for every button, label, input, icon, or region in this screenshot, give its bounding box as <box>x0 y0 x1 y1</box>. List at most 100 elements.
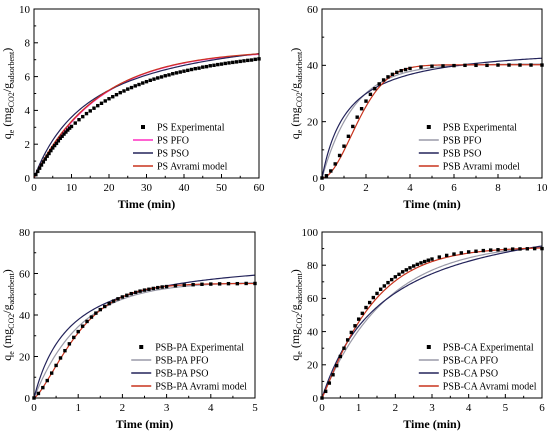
experimental-point <box>485 63 489 68</box>
experimental-point <box>118 90 122 95</box>
series-line-pso <box>34 274 255 398</box>
experimental-point <box>129 85 134 90</box>
experimental-point <box>338 354 343 359</box>
experimental-point <box>60 134 64 138</box>
experimental-point <box>404 268 409 272</box>
experimental-point <box>189 67 194 72</box>
experimental-point <box>324 174 329 178</box>
experimental-point <box>360 311 365 316</box>
legend-entry: PSB-CA PFO <box>443 356 498 367</box>
experimental-point <box>364 99 368 103</box>
x-tick-label: 5 <box>252 402 258 414</box>
experimental-point <box>125 293 129 297</box>
y-tick-label: 0 <box>25 393 31 405</box>
experimental-point <box>126 87 130 91</box>
x-tick-label: 10 <box>66 182 78 194</box>
experimental-point <box>386 280 390 285</box>
series-line-pso <box>34 53 259 178</box>
experimental-point <box>160 285 164 289</box>
experimental-point <box>163 74 167 78</box>
x-tick-label: 60 <box>254 182 266 194</box>
y-axis-label: qe (mgCO2/gadsorbent) <box>0 48 16 139</box>
experimental-point <box>66 128 70 132</box>
experimental-point <box>89 315 94 319</box>
experimental-point <box>63 348 67 353</box>
experimental-point <box>212 63 216 67</box>
experimental-point <box>129 291 133 296</box>
experimental-point <box>223 61 227 66</box>
experimental-point <box>54 363 58 368</box>
experimental-point <box>474 63 478 68</box>
experimental-point <box>173 284 178 288</box>
experimental-point <box>474 249 478 253</box>
experimental-point <box>244 281 248 286</box>
experimental-point <box>62 132 66 136</box>
experimental-point <box>114 92 119 97</box>
y-tick-label: 80 <box>307 260 319 272</box>
experimental-point <box>227 61 231 65</box>
experimental-point <box>419 65 423 69</box>
experimental-point <box>51 146 55 150</box>
experimental-point <box>422 259 427 264</box>
experimental-point <box>156 285 160 290</box>
experimental-point <box>52 143 57 148</box>
experimental-point <box>377 82 381 86</box>
experimental-point <box>403 67 408 72</box>
experimental-point <box>99 101 104 105</box>
experimental-point <box>49 371 54 375</box>
experimental-point <box>133 290 138 295</box>
experimental-point <box>496 248 500 252</box>
experimental-point <box>197 66 201 70</box>
legend-entry: PSB-PA PFO <box>155 356 208 367</box>
experimental-point <box>186 68 190 73</box>
experimental-point <box>58 356 63 360</box>
experimental-point <box>141 81 145 85</box>
experimental-point <box>525 247 530 251</box>
experimental-point <box>375 291 379 296</box>
y-tick-label: 20 <box>307 116 319 128</box>
experimental-point <box>395 70 399 75</box>
experimental-point <box>43 157 47 161</box>
experimental-point <box>41 160 46 164</box>
experimental-point <box>67 126 72 130</box>
legend-entry: PSB-PA Experimental <box>155 343 244 354</box>
experimental-point <box>337 153 342 158</box>
experimental-point <box>342 144 346 148</box>
experimental-point <box>137 82 141 87</box>
experimental-point <box>353 324 357 328</box>
x-tick-label: 2 <box>363 182 369 194</box>
experimental-point <box>73 121 77 125</box>
experimental-point <box>400 270 405 274</box>
experimental-point <box>191 283 195 287</box>
chart-panel-psbpa: 0 1 2 3 4 5 0 20 40 60 80 Time (min) qe (mgCO2/gadso… <box>0 227 258 431</box>
experimental-point <box>88 109 92 113</box>
experimental-point <box>371 295 376 300</box>
experimental-point <box>107 301 111 306</box>
x-tick-label: 2 <box>120 402 126 414</box>
x-tick-label: 40 <box>179 182 191 194</box>
y-tick-label: 60 <box>307 293 319 305</box>
experimental-point <box>327 381 332 385</box>
experimental-point <box>386 75 390 79</box>
y-tick-label: 60 <box>307 4 319 16</box>
x-tick-label: 0 <box>31 182 37 194</box>
experimental-point <box>54 141 59 146</box>
experimental-point <box>466 250 471 254</box>
x-tick-label: 8 <box>495 182 501 194</box>
legend-entry: PS PFO <box>157 136 189 147</box>
experimental-point <box>411 264 416 268</box>
legend-entry: PSB-PA PSO <box>155 369 208 380</box>
legend: PSB-PA Experimental PSB-PA PFO PSB-PA PSO P… <box>131 343 247 393</box>
y-tick-label: 0 <box>313 393 319 405</box>
experimental-point <box>253 57 257 62</box>
y-tick-label: 6 <box>25 71 31 83</box>
experimental-point <box>444 253 449 258</box>
experimental-point <box>37 166 42 170</box>
experimental-point <box>34 172 38 177</box>
legend-entry: PSB-CA Experimental <box>443 343 534 354</box>
experimental-point <box>122 89 126 93</box>
y-tick-label: 20 <box>307 360 319 372</box>
legend-entry: PS Experimental <box>157 123 225 134</box>
y-axis-label: qe (mgCO2/gadsorbent) <box>0 269 16 360</box>
